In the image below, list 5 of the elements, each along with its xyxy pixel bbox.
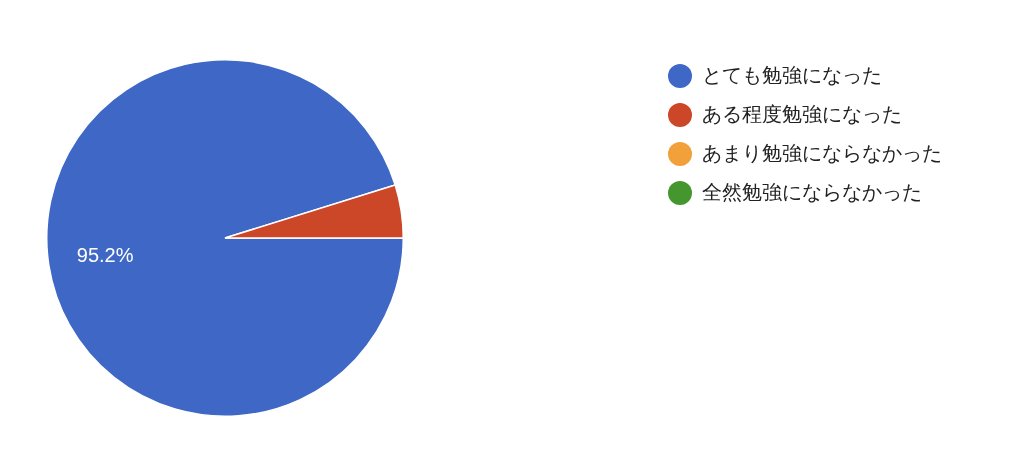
legend-label: あまり勉強にならなかった [702, 140, 942, 167]
legend-label: とても勉強になった [702, 62, 882, 89]
legend-label: ある程度勉強になった [702, 101, 902, 128]
data-label: 95.2% [76, 243, 134, 266]
legend-label: 全然勉強にならなかった [702, 179, 922, 206]
